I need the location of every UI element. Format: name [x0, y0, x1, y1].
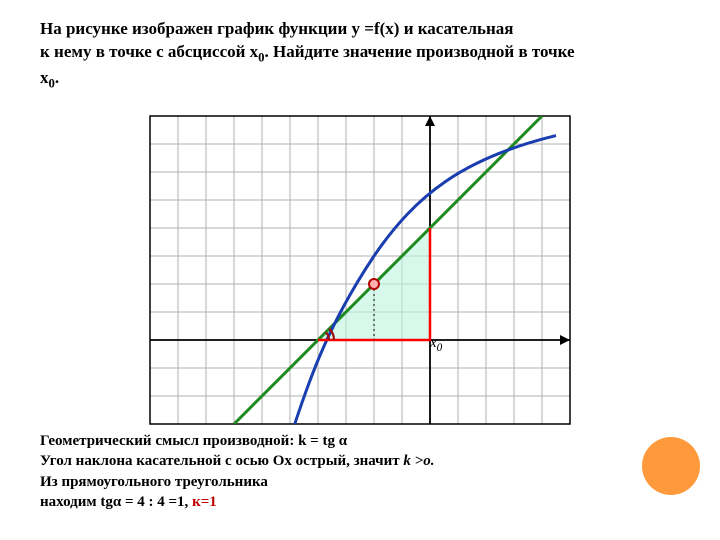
header-line1: На рисунке изображен график функции y =f… [40, 19, 514, 38]
footer-l2i: k >o. [403, 453, 434, 469]
decorative-circle [642, 437, 700, 495]
footer-l1a: Геометрический смысл производной: k = tg [40, 433, 339, 449]
footer-l4-alpha: α [113, 494, 121, 510]
x0-axis-label: x0 [430, 335, 442, 354]
footer-l2: Угол наклона касательной с осью Ох остры… [40, 453, 403, 469]
footer-l3: Из прямоугольного треугольника [40, 474, 268, 490]
footer-l4a: находим tg [40, 494, 113, 510]
solution-text: Геометрический смысл производной: k = tg… [40, 431, 434, 512]
header-line2a: к нему в точке с абсциссой х [40, 42, 258, 61]
header-line3b: . [55, 68, 59, 87]
footer-answer: к=1 [192, 494, 217, 510]
footer-l4b: = 4 : 4 =1, [121, 494, 192, 510]
problem-statement: На рисунке изображен график функции y =f… [40, 18, 680, 92]
footer-l1-alpha: α [339, 433, 347, 449]
header-line3a: х [40, 68, 49, 87]
function-chart [145, 110, 575, 430]
header-line2b: . Найдите значение производной в точке [265, 42, 575, 61]
